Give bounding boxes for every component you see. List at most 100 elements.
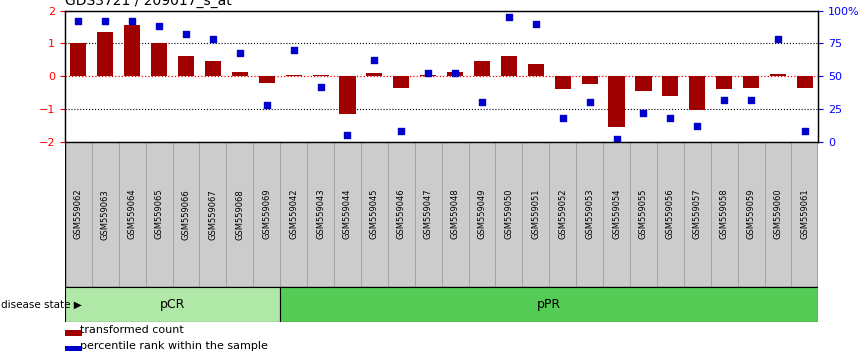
Point — [367, 58, 381, 63]
Bar — [689, 76, 705, 110]
Text: GSM559056: GSM559056 — [666, 189, 675, 240]
Text: GSM559055: GSM559055 — [639, 189, 648, 239]
Bar — [65, 346, 82, 352]
Text: GDS3721 / 209017_s_at: GDS3721 / 209017_s_at — [65, 0, 232, 8]
Text: GSM559067: GSM559067 — [209, 189, 217, 240]
Text: GSM559057: GSM559057 — [693, 189, 701, 240]
Bar — [70, 44, 87, 76]
Text: GSM559043: GSM559043 — [316, 189, 325, 240]
Bar — [232, 72, 248, 76]
Bar — [792, 142, 818, 287]
Bar — [554, 76, 571, 88]
Point — [99, 18, 113, 24]
Text: disease state ▶: disease state ▶ — [1, 299, 81, 309]
Text: GSM559048: GSM559048 — [450, 189, 460, 240]
Bar — [205, 61, 221, 76]
Point — [717, 97, 731, 103]
Bar — [393, 76, 410, 87]
Text: GSM559069: GSM559069 — [262, 189, 271, 240]
Bar — [366, 73, 383, 76]
Text: percentile rank within the sample: percentile rank within the sample — [80, 341, 268, 351]
Point — [475, 99, 489, 105]
Text: pPR: pPR — [537, 298, 561, 311]
Point — [179, 32, 193, 37]
Text: GSM559059: GSM559059 — [746, 189, 756, 239]
Bar — [770, 74, 786, 76]
Text: GSM559049: GSM559049 — [477, 189, 487, 239]
Point — [340, 132, 354, 138]
Bar — [281, 142, 307, 287]
Text: GSM559066: GSM559066 — [182, 189, 191, 240]
Bar — [119, 142, 145, 287]
Text: GSM559064: GSM559064 — [127, 189, 137, 240]
Bar — [199, 142, 226, 287]
Bar — [442, 142, 469, 287]
Bar — [738, 142, 765, 287]
Bar — [226, 142, 253, 287]
Text: GSM559062: GSM559062 — [74, 189, 83, 240]
Point — [798, 128, 811, 134]
Bar — [495, 142, 522, 287]
Point — [744, 97, 758, 103]
Point — [126, 18, 139, 24]
Point — [287, 47, 301, 53]
Bar — [711, 142, 738, 287]
Bar — [178, 57, 194, 76]
Point — [260, 102, 274, 108]
Bar — [576, 142, 603, 287]
Bar — [145, 142, 172, 287]
Text: GSM559044: GSM559044 — [343, 189, 352, 239]
Bar — [609, 76, 624, 127]
Bar — [582, 76, 598, 84]
Bar — [65, 142, 92, 287]
Point — [637, 110, 650, 116]
Point — [690, 123, 704, 129]
Text: GSM559054: GSM559054 — [612, 189, 621, 239]
Bar — [549, 142, 576, 287]
Bar — [447, 72, 463, 76]
Bar — [797, 76, 813, 87]
Point — [394, 128, 408, 134]
Bar — [65, 287, 281, 322]
Bar — [361, 142, 388, 287]
Bar — [388, 142, 415, 287]
Bar — [657, 142, 684, 287]
Bar — [420, 75, 436, 76]
Text: GSM559068: GSM559068 — [236, 189, 244, 240]
Point — [556, 115, 570, 121]
Bar — [307, 142, 334, 287]
Point — [771, 36, 785, 42]
Bar — [469, 142, 495, 287]
Bar — [172, 142, 199, 287]
Text: GSM559052: GSM559052 — [559, 189, 567, 239]
Bar — [501, 56, 517, 76]
Text: GSM559060: GSM559060 — [773, 189, 783, 240]
Text: GSM559053: GSM559053 — [585, 189, 594, 240]
Bar — [662, 76, 678, 96]
Bar — [474, 61, 490, 76]
Point — [583, 99, 597, 105]
Point — [313, 84, 327, 90]
Bar — [281, 287, 818, 322]
Point — [610, 136, 624, 142]
Bar — [603, 142, 630, 287]
Bar — [97, 32, 113, 76]
Bar — [339, 76, 356, 114]
Text: GSM559063: GSM559063 — [100, 189, 110, 240]
Point — [206, 36, 220, 42]
Point — [72, 18, 86, 24]
Text: GSM559050: GSM559050 — [504, 189, 514, 239]
Bar — [124, 25, 140, 76]
Bar — [743, 76, 759, 87]
Bar — [65, 330, 82, 336]
Bar — [684, 142, 711, 287]
Bar — [527, 64, 544, 76]
Text: transformed count: transformed count — [80, 325, 184, 335]
Point — [421, 71, 435, 76]
Text: GSM559051: GSM559051 — [532, 189, 540, 239]
Bar — [286, 75, 301, 76]
Text: GSM559042: GSM559042 — [289, 189, 298, 239]
Bar — [765, 142, 792, 287]
Bar — [415, 142, 442, 287]
Bar — [253, 142, 281, 287]
